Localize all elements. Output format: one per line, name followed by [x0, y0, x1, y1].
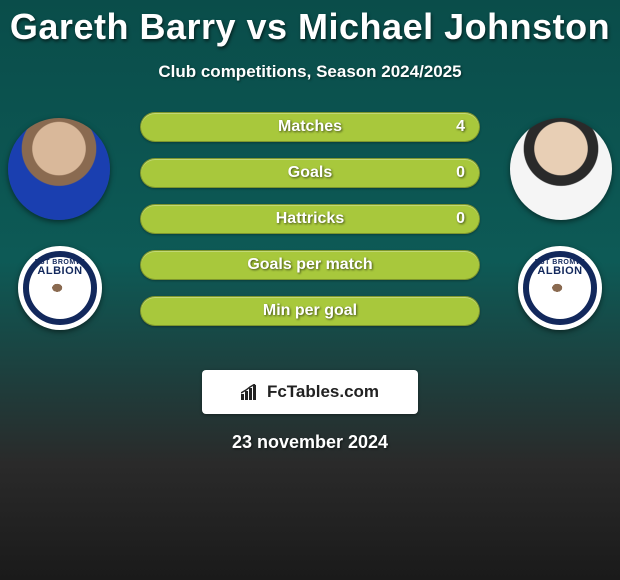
bar-chart-icon — [241, 384, 261, 400]
comparison-content: EST BROMWI ALBION EST BROMWI ALBION Matc… — [0, 118, 620, 358]
club-badge-icon: EST BROMWI ALBION — [23, 251, 97, 325]
club-main-text: ALBION — [537, 265, 582, 277]
stat-label: Min per goal — [263, 302, 357, 320]
stat-value-right: 4 — [456, 118, 465, 136]
subtitle: Club competitions, Season 2024/2025 — [0, 62, 620, 82]
club-left-badge: EST BROMWI ALBION — [18, 246, 102, 330]
stat-row-goals: Goals 0 — [140, 158, 480, 188]
stat-row-matches: Matches 4 — [140, 112, 480, 142]
club-right-badge: EST BROMWI ALBION — [518, 246, 602, 330]
stat-bars: Matches 4 Goals 0 Hattricks 0 Goals per … — [140, 112, 480, 342]
player-left-avatar — [8, 118, 110, 220]
stat-value-right: 0 — [456, 210, 465, 228]
date-text: 23 november 2024 — [0, 432, 620, 453]
stat-label: Goals per match — [247, 256, 372, 274]
page-title: Gareth Barry vs Michael Johnston — [0, 0, 620, 48]
club-main-text: ALBION — [37, 265, 82, 277]
stat-label: Hattricks — [276, 210, 344, 228]
stat-label: Goals — [288, 164, 332, 182]
thrush-icon — [546, 279, 574, 301]
stat-row-hattricks: Hattricks 0 — [140, 204, 480, 234]
brand-box[interactable]: FcTables.com — [202, 370, 418, 414]
stat-row-min-per-goal: Min per goal — [140, 296, 480, 326]
club-badge-icon: EST BROMWI ALBION — [523, 251, 597, 325]
stat-row-goals-per-match: Goals per match — [140, 250, 480, 280]
thrush-icon — [46, 279, 74, 301]
stat-value-right: 0 — [456, 164, 465, 182]
player-right-avatar — [510, 118, 612, 220]
brand-text: FcTables.com — [267, 382, 379, 402]
stat-label: Matches — [278, 118, 342, 136]
